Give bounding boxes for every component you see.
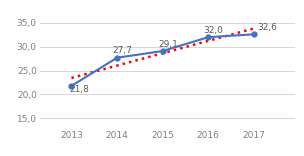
Text: 32,0: 32,0: [204, 26, 223, 35]
Text: 27,7: 27,7: [112, 46, 132, 55]
Text: 29,1: 29,1: [158, 40, 178, 49]
Text: 32,6: 32,6: [257, 23, 277, 32]
Text: 21,8: 21,8: [69, 85, 89, 94]
